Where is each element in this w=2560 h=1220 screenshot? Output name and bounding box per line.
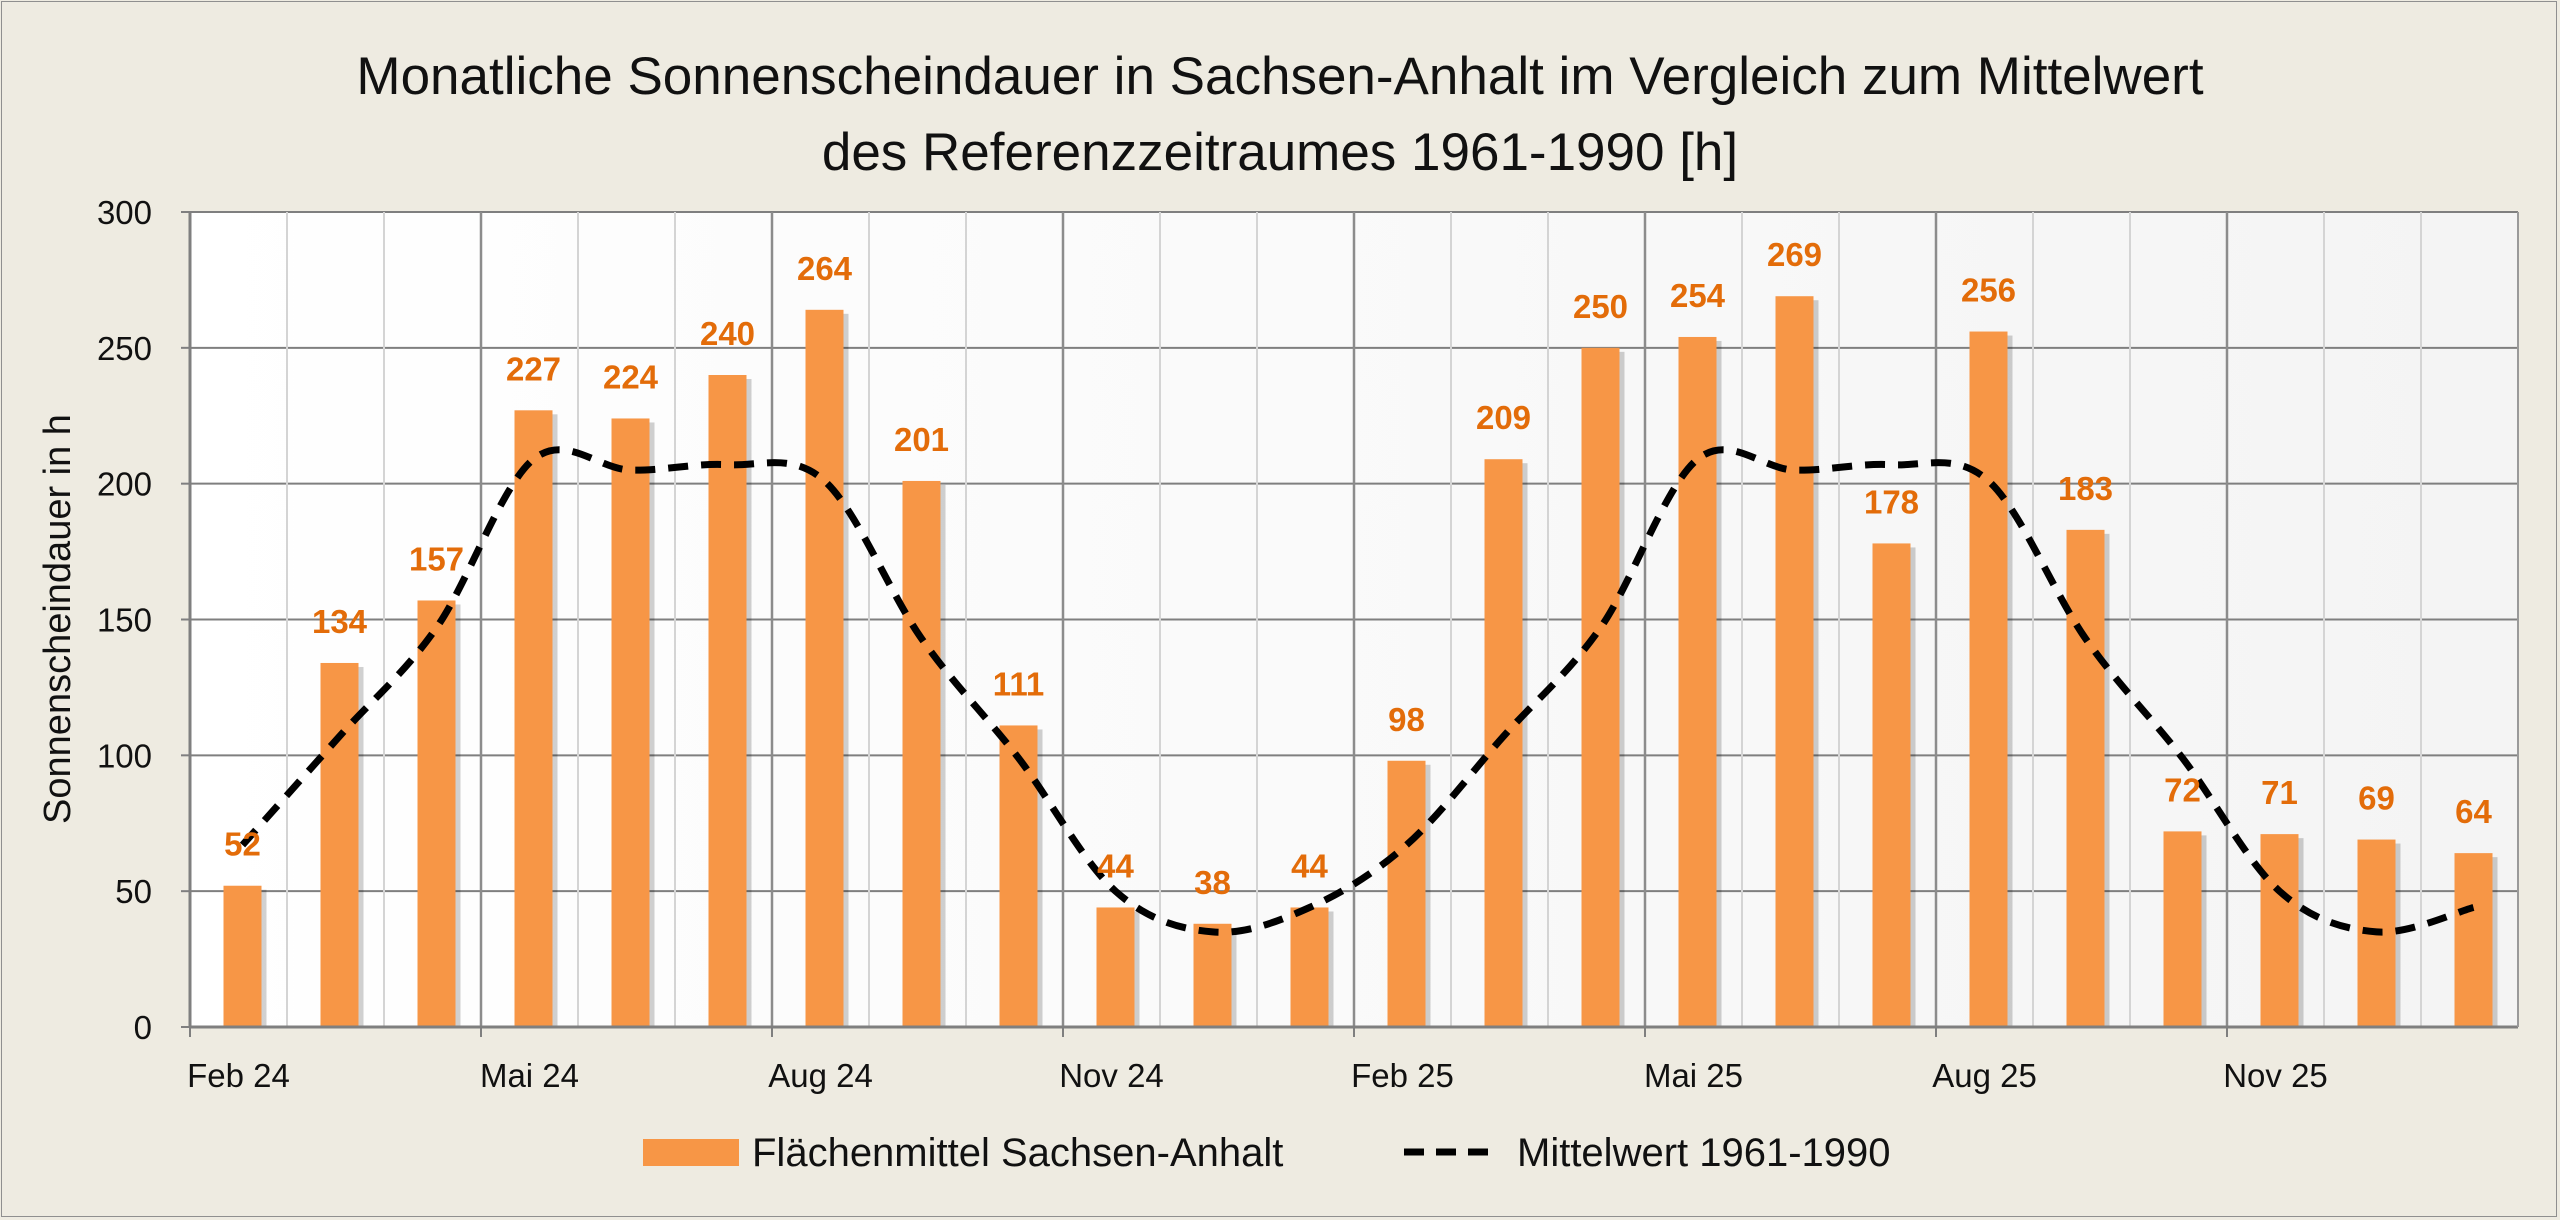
data-label: 269 — [1767, 236, 1822, 273]
bar — [2454, 853, 2493, 1027]
bar — [223, 885, 262, 1027]
bar — [1581, 347, 1620, 1027]
data-label: 178 — [1864, 483, 1919, 520]
data-label: 52 — [224, 826, 261, 863]
y-tick-label: 150 — [97, 602, 152, 639]
data-label: 111 — [993, 665, 1044, 702]
bar — [1872, 543, 1911, 1027]
data-label: 209 — [1476, 399, 1531, 436]
bar — [1290, 907, 1329, 1027]
data-label: 71 — [2261, 774, 2298, 811]
x-tick-label: Nov 25 — [2223, 1057, 2328, 1094]
bar — [417, 600, 456, 1027]
bar-series — [223, 296, 2498, 1028]
data-label: 38 — [1194, 864, 1231, 901]
legend-bar-swatch — [643, 1139, 739, 1166]
bar — [2260, 834, 2299, 1027]
x-tick-label: Nov 24 — [1059, 1057, 1164, 1094]
y-tick-label: 300 — [97, 194, 152, 231]
average-line — [239, 446, 2475, 936]
data-label: 72 — [2164, 771, 2201, 808]
y-tick-label: 0 — [134, 1009, 152, 1046]
data-label: 44 — [1291, 847, 1328, 884]
bar — [805, 309, 844, 1027]
bar — [1387, 760, 1426, 1027]
data-label: 201 — [894, 421, 949, 458]
data-label: 44 — [1097, 847, 1134, 884]
bar — [611, 418, 650, 1027]
bar — [1678, 336, 1717, 1027]
bar — [1775, 296, 1814, 1027]
bar — [999, 725, 1038, 1027]
data-label: 227 — [506, 350, 561, 387]
x-tick-label: Feb 25 — [1351, 1057, 1454, 1094]
data-label: 183 — [2058, 470, 2113, 507]
data-label: 264 — [797, 250, 853, 287]
bar — [1096, 907, 1135, 1027]
data-label: 250 — [1573, 288, 1628, 325]
x-tick-label: Mai 25 — [1644, 1057, 1743, 1094]
data-label: 240 — [700, 315, 755, 352]
chart-title-line2: des Referenzzeitraumes 1961-1990 [h] — [822, 123, 1738, 182]
data-labels: 52 134 157 227 224 240 264 201 111 44 38 44 98 209 250… — [224, 236, 2492, 901]
chart-title-line1: Monatliche Sonnenscheindauer in Sachsen-… — [356, 47, 2203, 106]
data-label: 64 — [2455, 793, 2492, 830]
x-tick-label: Aug 24 — [768, 1057, 873, 1094]
bar — [320, 662, 359, 1027]
data-label: 224 — [603, 358, 659, 395]
bar — [2066, 529, 2105, 1027]
legend: Flächenmittel Sachsen-Anhalt Mittelwert … — [643, 1131, 1891, 1175]
legend-line-label: Mittelwert 1961-1990 — [1517, 1131, 1891, 1175]
x-tick-label: Aug 25 — [1932, 1057, 2037, 1094]
data-label: 157 — [409, 540, 464, 577]
data-label: 254 — [1670, 277, 1726, 314]
data-label: 134 — [312, 603, 368, 640]
bar — [2163, 831, 2202, 1027]
data-label: 256 — [1961, 272, 2016, 309]
y-tick-label: 50 — [115, 873, 152, 910]
bar — [1484, 459, 1523, 1027]
x-tick-label: Mai 24 — [480, 1057, 579, 1094]
y-tick-label: 100 — [97, 737, 152, 774]
axes: 0 50 100 150 200 250 300 Feb 24 Mai 24 Aug 24 Nov … — [97, 194, 2519, 1094]
bar — [1193, 923, 1232, 1027]
x-tick-label: Feb 24 — [187, 1057, 290, 1094]
data-label: 69 — [2358, 780, 2395, 817]
bar — [1969, 331, 2008, 1027]
bar — [902, 480, 941, 1027]
legend-bar-label: Flächenmittel Sachsen-Anhalt — [752, 1131, 1283, 1175]
y-axis-title: Sonnenscheindauer in h — [37, 414, 79, 824]
y-tick-label: 250 — [97, 330, 152, 367]
bar — [708, 375, 747, 1027]
data-label: 98 — [1388, 701, 1425, 738]
bar — [514, 410, 553, 1028]
y-tick-label: 200 — [97, 466, 152, 503]
